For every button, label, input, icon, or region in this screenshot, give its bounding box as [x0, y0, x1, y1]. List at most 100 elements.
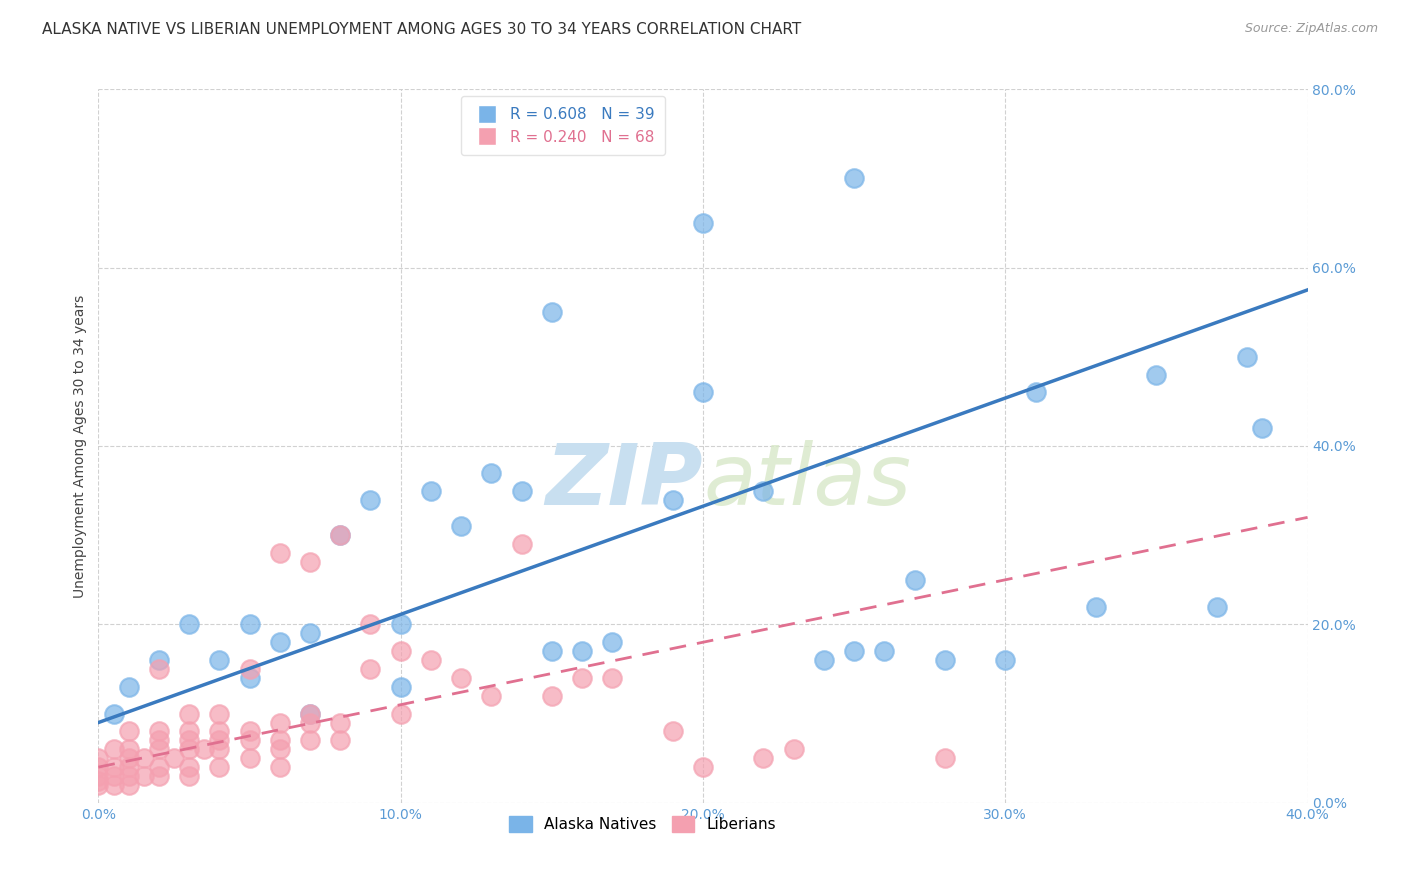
- Point: [269, 635, 291, 649]
- Point: [103, 778, 125, 792]
- Point: [299, 706, 322, 721]
- Point: [299, 733, 322, 747]
- Point: [269, 742, 291, 756]
- Point: [329, 715, 352, 730]
- Text: ZIP: ZIP: [546, 440, 703, 524]
- Legend: Alaska Natives, Liberians: Alaska Natives, Liberians: [503, 810, 782, 838]
- Point: [148, 742, 170, 756]
- Point: [239, 733, 262, 747]
- Point: [692, 760, 714, 774]
- Point: [360, 492, 382, 507]
- Point: [103, 760, 125, 774]
- Point: [179, 706, 201, 721]
- Point: [132, 769, 155, 783]
- Point: [148, 760, 170, 774]
- Point: [179, 617, 201, 632]
- Point: [118, 778, 141, 792]
- Point: [148, 662, 170, 676]
- Point: [602, 635, 624, 649]
- Point: [193, 742, 215, 756]
- Point: [329, 528, 352, 542]
- Point: [510, 483, 533, 498]
- Point: [239, 671, 262, 685]
- Point: [360, 617, 382, 632]
- Point: [844, 171, 866, 186]
- Point: [208, 733, 231, 747]
- Point: [269, 760, 291, 774]
- Point: [239, 751, 262, 765]
- Point: [179, 769, 201, 783]
- Point: [87, 751, 110, 765]
- Point: [602, 671, 624, 685]
- Y-axis label: Unemployment Among Ages 30 to 34 years: Unemployment Among Ages 30 to 34 years: [73, 294, 87, 598]
- Point: [239, 724, 262, 739]
- Point: [179, 724, 201, 739]
- Point: [239, 662, 262, 676]
- Point: [299, 555, 322, 569]
- Point: [692, 216, 714, 230]
- Point: [87, 760, 110, 774]
- Point: [299, 715, 322, 730]
- Point: [1206, 599, 1229, 614]
- Point: [239, 617, 262, 632]
- Point: [752, 483, 775, 498]
- Text: ALASKA NATIVE VS LIBERIAN UNEMPLOYMENT AMONG AGES 30 TO 34 YEARS CORRELATION CHA: ALASKA NATIVE VS LIBERIAN UNEMPLOYMENT A…: [42, 22, 801, 37]
- Point: [118, 742, 141, 756]
- Point: [389, 644, 412, 658]
- Point: [813, 653, 835, 667]
- Point: [87, 773, 110, 788]
- Point: [269, 715, 291, 730]
- Point: [571, 671, 593, 685]
- Point: [510, 537, 533, 551]
- Point: [420, 653, 443, 667]
- Point: [179, 760, 201, 774]
- Point: [148, 653, 170, 667]
- Point: [299, 626, 322, 640]
- Point: [1236, 350, 1258, 364]
- Point: [783, 742, 806, 756]
- Point: [873, 644, 896, 658]
- Point: [692, 385, 714, 400]
- Point: [208, 724, 231, 739]
- Point: [934, 751, 956, 765]
- Point: [571, 644, 593, 658]
- Point: [904, 573, 927, 587]
- Point: [179, 733, 201, 747]
- Point: [1085, 599, 1108, 614]
- Point: [103, 742, 125, 756]
- Point: [118, 751, 141, 765]
- Point: [179, 742, 201, 756]
- Point: [269, 733, 291, 747]
- Point: [329, 528, 352, 542]
- Point: [208, 653, 231, 667]
- Point: [299, 706, 322, 721]
- Point: [118, 724, 141, 739]
- Point: [540, 644, 562, 658]
- Point: [269, 546, 291, 560]
- Point: [540, 305, 562, 319]
- Point: [118, 760, 141, 774]
- Point: [934, 653, 956, 667]
- Point: [540, 689, 562, 703]
- Point: [163, 751, 186, 765]
- Point: [148, 769, 170, 783]
- Point: [87, 769, 110, 783]
- Point: [1024, 385, 1046, 400]
- Point: [481, 689, 503, 703]
- Point: [1251, 421, 1274, 435]
- Point: [208, 706, 231, 721]
- Point: [118, 680, 141, 694]
- Point: [103, 769, 125, 783]
- Point: [208, 742, 231, 756]
- Point: [87, 778, 110, 792]
- Point: [118, 769, 141, 783]
- Point: [1144, 368, 1167, 382]
- Point: [481, 466, 503, 480]
- Point: [329, 733, 352, 747]
- Text: Source: ZipAtlas.com: Source: ZipAtlas.com: [1244, 22, 1378, 36]
- Text: atlas: atlas: [703, 440, 911, 524]
- Point: [420, 483, 443, 498]
- Point: [661, 724, 683, 739]
- Point: [994, 653, 1017, 667]
- Point: [132, 751, 155, 765]
